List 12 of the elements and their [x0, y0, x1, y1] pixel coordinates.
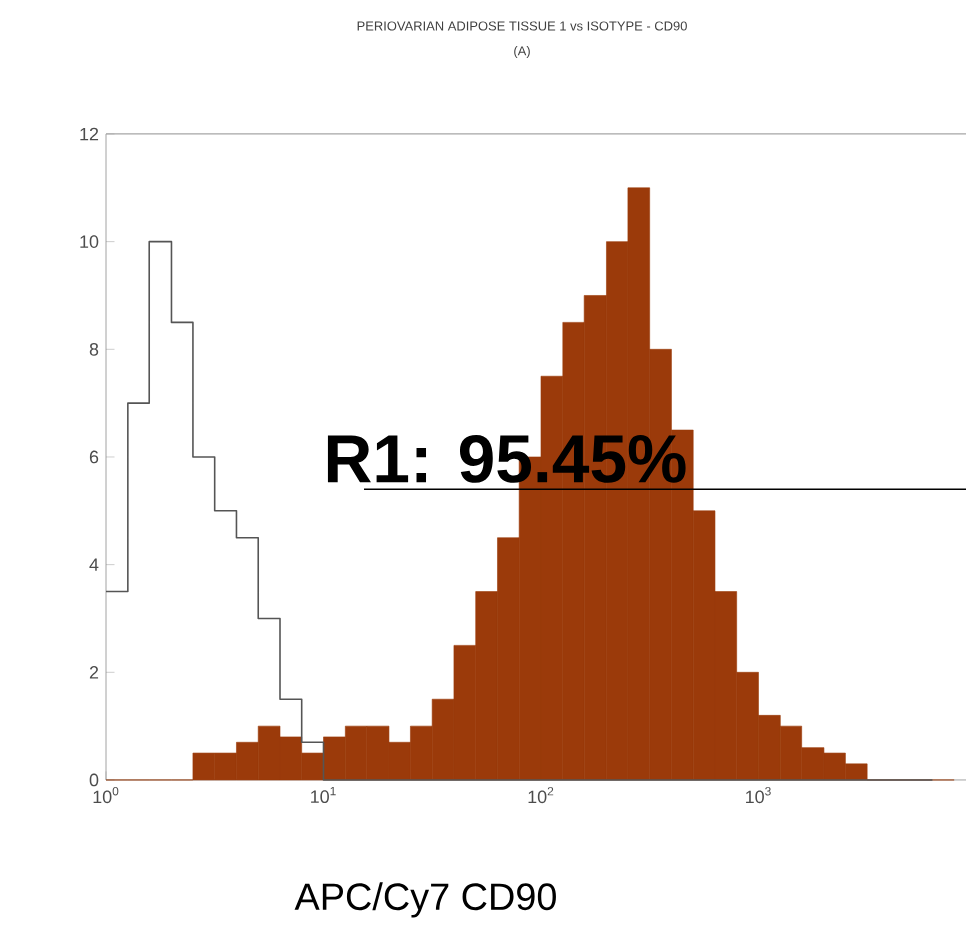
y-tick-label: 0: [89, 773, 99, 787]
x-axis-title: APC/Cy7 CD90: [294, 882, 556, 918]
x-tick-label: 10$^{3}$: [746, 787, 771, 804]
y-tick-label: 10: [80, 235, 99, 248]
y-tick-label: 8: [89, 342, 99, 356]
y-tick-label: 12: [80, 127, 99, 141]
y-tick-label: 6: [89, 450, 99, 464]
x-tick-label: 10$^{1}$: [311, 787, 336, 804]
y-tick-label: 4: [89, 558, 99, 571]
x-tick-label: 10$^{0}$: [93, 787, 119, 804]
x-tick-label: 10$^{2}$: [528, 787, 554, 804]
y-tick-label: 2: [89, 666, 99, 679]
